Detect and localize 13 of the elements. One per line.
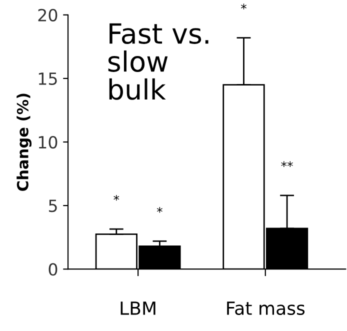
annotation: *: [156, 207, 162, 213]
y-axis-title: Change (%): [16, 94, 32, 191]
y-tick-label: 10: [38, 136, 58, 149]
annotation: *: [114, 194, 120, 201]
x-tick-label: LBM: [120, 302, 156, 315]
text: Fast vs. slow bulk: [108, 23, 208, 100]
text: *: [240, 4, 246, 10]
annotation: **: [281, 161, 293, 167]
y-tick-label: 5: [48, 200, 57, 212]
y-tick-label: 20: [38, 8, 58, 22]
y-tick-label: 0: [48, 263, 58, 276]
y-tick-label: 15: [38, 72, 57, 86]
x-tick-label: Fat mass: [227, 302, 305, 316]
